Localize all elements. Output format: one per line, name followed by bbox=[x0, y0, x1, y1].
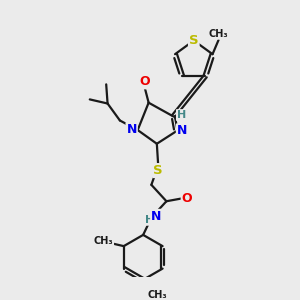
Text: N: N bbox=[177, 124, 187, 137]
Text: S: S bbox=[189, 34, 199, 47]
Text: O: O bbox=[139, 75, 150, 88]
Text: N: N bbox=[151, 210, 161, 223]
Text: N: N bbox=[127, 123, 137, 136]
Text: CH₃: CH₃ bbox=[209, 29, 228, 39]
Text: H: H bbox=[145, 215, 154, 225]
Text: S: S bbox=[153, 164, 163, 177]
Text: CH₃: CH₃ bbox=[148, 290, 167, 300]
Text: CH₃: CH₃ bbox=[94, 236, 113, 246]
Text: O: O bbox=[182, 192, 192, 205]
Text: H: H bbox=[177, 110, 186, 120]
